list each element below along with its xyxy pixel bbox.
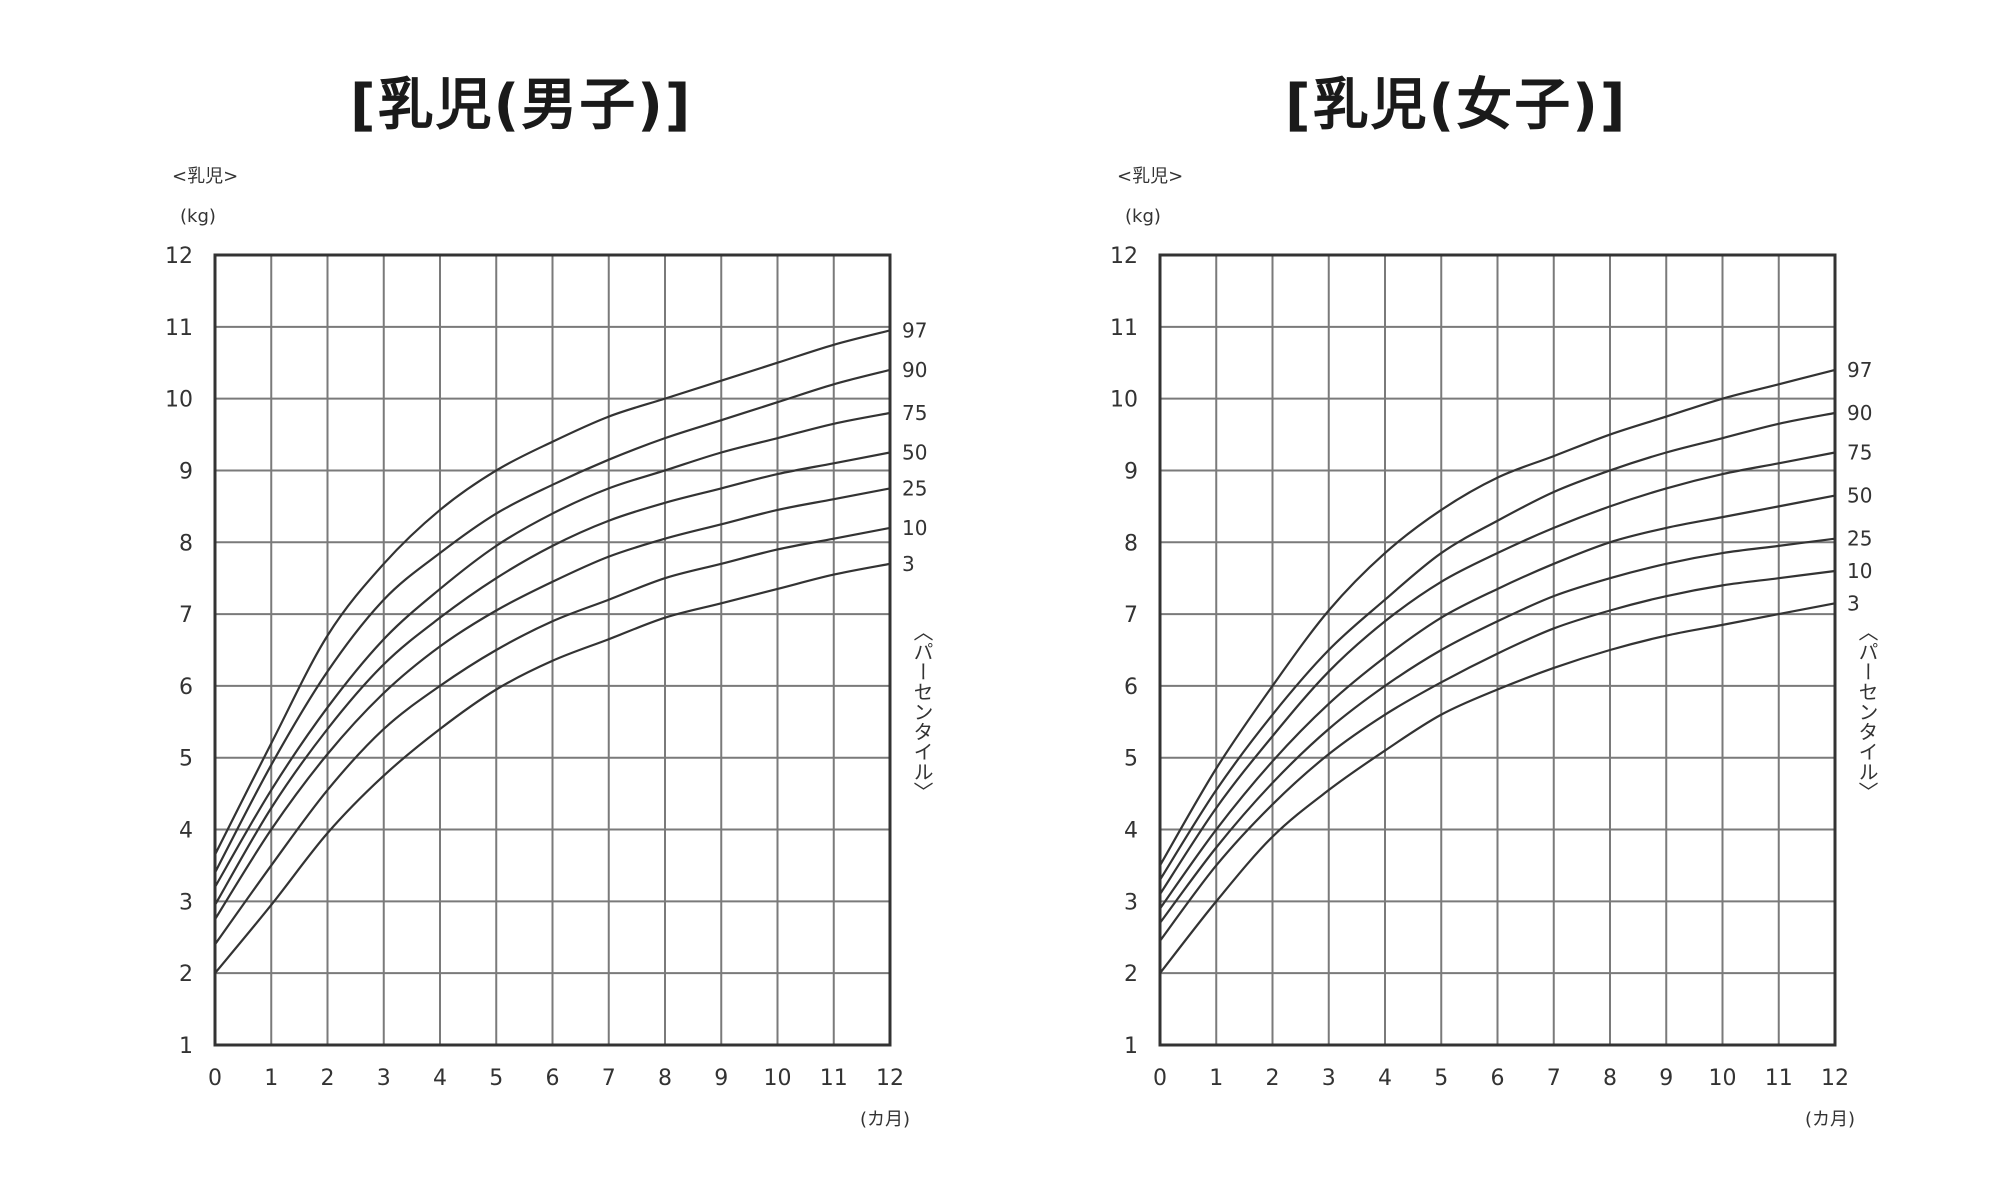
y-tick-label: 11 <box>1110 316 1138 341</box>
x-axis-label: (カ月) <box>860 1109 910 1130</box>
series-line-p97 <box>1159 368 1836 867</box>
series-label: 90 <box>1847 401 1872 425</box>
y-tick-label: 8 <box>179 531 193 556</box>
group-label: <乳児> <box>1117 166 1183 187</box>
x-tick-label: 9 <box>1659 1066 1673 1091</box>
chart-title-boys: [乳児(男子)] <box>350 73 693 138</box>
y-axis-label: (kg) <box>1125 206 1161 227</box>
series-label: 75 <box>902 401 927 425</box>
y-tick-label: 7 <box>179 603 193 628</box>
grid <box>214 254 891 1046</box>
x-tick-label: 4 <box>433 1066 447 1091</box>
x-tick-label: 1 <box>1209 1066 1223 1091</box>
grid <box>1159 254 1836 1046</box>
x-tick-label: 11 <box>1765 1066 1793 1091</box>
x-tick-label: 10 <box>1709 1066 1737 1091</box>
series-line-p50 <box>214 451 891 906</box>
series-line-p75 <box>214 411 891 888</box>
x-tick-label: 4 <box>1378 1066 1392 1091</box>
y-tick-label: 5 <box>1124 747 1138 772</box>
x-tick-label: 6 <box>546 1066 560 1091</box>
y-tick-label: 3 <box>179 890 193 915</box>
x-tick-label: 3 <box>377 1066 391 1091</box>
x-tick-label: 0 <box>208 1066 222 1091</box>
series-label: 97 <box>1847 358 1872 382</box>
plot-frame <box>1158 253 1837 1047</box>
series-line-p10 <box>214 526 891 946</box>
group-label: <乳児> <box>172 166 238 187</box>
plot-frame <box>213 253 892 1047</box>
x-tick-label: 5 <box>1434 1066 1448 1091</box>
series-line-p90 <box>1159 411 1836 881</box>
x-tick-label: 11 <box>820 1066 848 1091</box>
series-line-p3 <box>1159 602 1836 974</box>
x-tick-label: 7 <box>602 1066 616 1091</box>
y-tick-label: 2 <box>1124 962 1138 987</box>
series-label: 50 <box>902 441 927 465</box>
x-tick-label: 12 <box>1821 1066 1849 1091</box>
x-tick-label: 3 <box>1322 1066 1336 1091</box>
series-label: 90 <box>902 358 927 382</box>
y-tick-label: 9 <box>1124 459 1138 484</box>
series-label: 3 <box>1847 591 1860 615</box>
y-tick-label: 6 <box>179 675 193 700</box>
x-tick-label: 0 <box>1153 1066 1167 1091</box>
y-tick-label: 4 <box>179 819 193 844</box>
series-group <box>1159 368 1836 974</box>
percentile-label: 〈パーセンタイル〉 <box>910 621 934 801</box>
series-label: 25 <box>902 476 927 500</box>
chart-boys: <乳児>(kg)0 1 2 3 4 5 6 7 8 9 10 11 12123456789101112(… <box>165 166 934 1130</box>
x-axis-label: (カ月) <box>1805 1109 1855 1130</box>
series-line-p25 <box>1159 537 1836 924</box>
y-tick-label: 12 <box>165 244 193 269</box>
series-label: 75 <box>1847 441 1872 465</box>
y-tick-label: 7 <box>1124 603 1138 628</box>
y-tick-label: 1 <box>1124 1034 1138 1059</box>
y-tick-label: 2 <box>179 962 193 987</box>
y-tick-label: 10 <box>1110 388 1138 413</box>
series-line-p75 <box>1159 451 1836 895</box>
y-tick-label: 9 <box>179 459 193 484</box>
y-tick-label: 1 <box>179 1034 193 1059</box>
chart-girls: <乳児>(kg)0 1 2 3 4 5 6 7 8 9 10 11 12123456789101112(… <box>1110 166 1879 1130</box>
x-tick-label: 5 <box>489 1066 503 1091</box>
x-tick-label: 12 <box>876 1066 904 1091</box>
y-tick-label: 8 <box>1124 531 1138 556</box>
x-tick-label: 8 <box>658 1066 672 1091</box>
y-tick-label: 4 <box>1124 819 1138 844</box>
x-tick-label: 2 <box>1266 1066 1280 1091</box>
series-line-p25 <box>214 487 891 920</box>
series-label: 10 <box>902 516 927 540</box>
series-label: 3 <box>902 552 915 576</box>
y-tick-label: 12 <box>1110 244 1138 269</box>
series-group <box>214 329 891 974</box>
x-tick-label: 8 <box>1603 1066 1617 1091</box>
series-line-p10 <box>1159 569 1836 942</box>
series-line-p90 <box>214 368 891 874</box>
series-label: 25 <box>1847 527 1872 551</box>
series-line-p50 <box>1159 494 1836 910</box>
chart-title-girls: [乳児(女子)] <box>1285 73 1628 138</box>
x-tick-label: 10 <box>764 1066 792 1091</box>
y-axis-label: (kg) <box>180 206 216 227</box>
y-tick-label: 11 <box>165 316 193 341</box>
percentile-label: 〈パーセンタイル〉 <box>1855 621 1879 801</box>
series-label: 50 <box>1847 484 1872 508</box>
x-tick-label: 1 <box>264 1066 278 1091</box>
y-tick-label: 6 <box>1124 675 1138 700</box>
series-line-p97 <box>214 329 891 856</box>
y-tick-label: 5 <box>179 747 193 772</box>
x-tick-label: 2 <box>321 1066 335 1091</box>
series-label: 10 <box>1847 559 1872 583</box>
y-tick-label: 3 <box>1124 890 1138 915</box>
series-line-p3 <box>214 562 891 974</box>
series-label: 97 <box>902 318 927 342</box>
x-tick-label: 6 <box>1491 1066 1505 1091</box>
x-tick-label: 9 <box>714 1066 728 1091</box>
y-tick-label: 10 <box>165 388 193 413</box>
x-tick-label: 7 <box>1547 1066 1561 1091</box>
